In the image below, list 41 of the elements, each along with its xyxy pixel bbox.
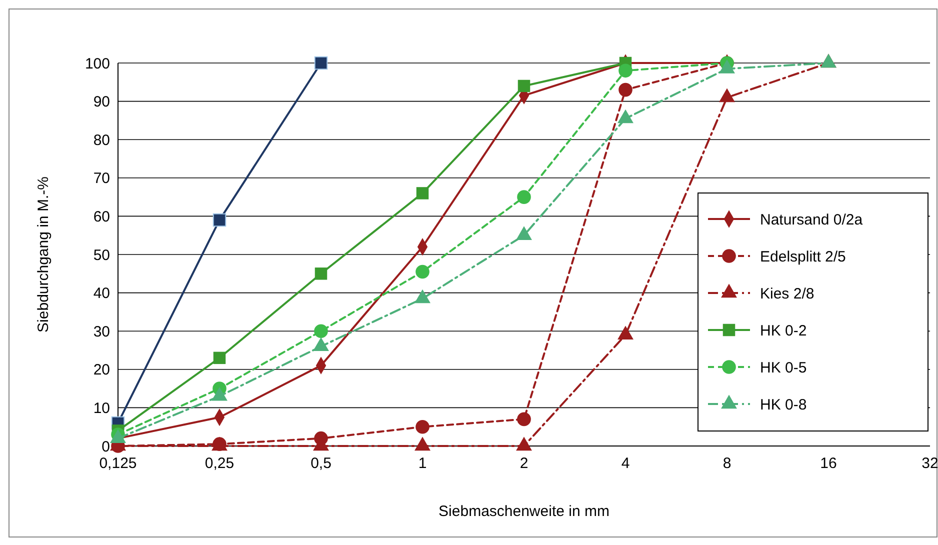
- x-tick-label: 0,5: [310, 455, 332, 472]
- x-tick-label: 8: [722, 455, 732, 472]
- legend-label: Kies 2/8: [760, 285, 814, 302]
- y-tick-label: 10: [93, 400, 110, 417]
- point: [517, 190, 531, 204]
- y-tick-label: 80: [93, 132, 110, 149]
- y-axis-title: Siebdurchgang in M.-%: [35, 176, 52, 332]
- legend-label: Natursand 0/2a: [760, 211, 864, 228]
- x-tick-label: 32: [922, 455, 938, 472]
- point: [416, 264, 430, 279]
- x-axis-title: Siebmaschenweite in mm: [438, 503, 610, 520]
- legend-label: HK 0-2: [760, 322, 807, 340]
- point: [416, 187, 429, 200]
- legend-label: HK 0-8: [760, 396, 807, 414]
- y-tick-label: 0: [102, 438, 110, 456]
- point: [618, 64, 632, 78]
- legend-label: HK 0-5: [760, 359, 807, 376]
- y-tick-label: 30: [93, 323, 110, 340]
- y-tick-label: 60: [93, 208, 110, 226]
- x-tick-label: 4: [621, 455, 630, 472]
- y-tick-label: 70: [93, 170, 110, 188]
- y-tick-label: 20: [93, 362, 110, 379]
- x-tick-label: 0,125: [99, 455, 137, 472]
- point: [212, 213, 226, 227]
- y-tick-label: 100: [84, 55, 110, 72]
- y-tick-label: 50: [93, 246, 110, 264]
- point: [416, 420, 430, 434]
- point: [314, 56, 328, 70]
- legend-label: Edelsplitt 2/5: [760, 248, 846, 266]
- x-tick-label: 0,25: [204, 455, 234, 472]
- point: [314, 268, 328, 280]
- point: [517, 412, 531, 426]
- x-tick-label: 16: [820, 455, 837, 472]
- x-tick-label: 1: [418, 455, 427, 472]
- point: [518, 80, 530, 92]
- point: [314, 324, 328, 338]
- y-tick-label: 90: [93, 94, 110, 111]
- x-tick-label: 2: [520, 455, 528, 472]
- point: [618, 82, 632, 97]
- point: [213, 352, 226, 364]
- y-tick-label: 40: [93, 285, 110, 302]
